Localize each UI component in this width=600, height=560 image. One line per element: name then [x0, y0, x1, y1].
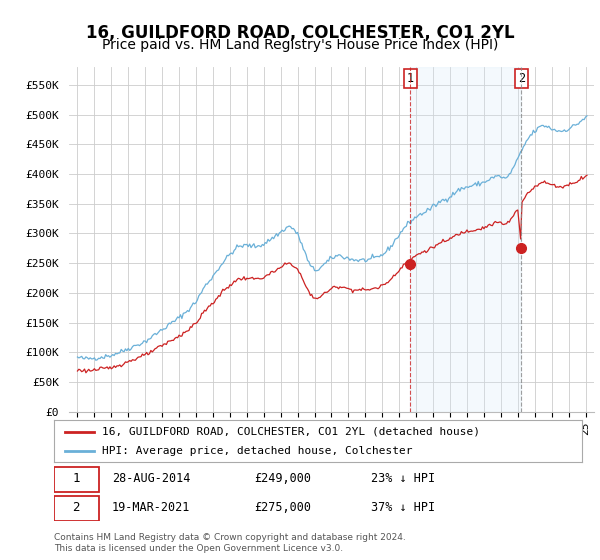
Text: 19-MAR-2021: 19-MAR-2021: [112, 501, 190, 515]
Text: 28-AUG-2014: 28-AUG-2014: [112, 472, 190, 486]
Text: Price paid vs. HM Land Registry's House Price Index (HPI): Price paid vs. HM Land Registry's House …: [102, 38, 498, 52]
Text: £275,000: £275,000: [254, 501, 311, 515]
Text: £249,000: £249,000: [254, 472, 311, 486]
Text: 1: 1: [73, 472, 80, 486]
Text: 1: 1: [407, 72, 414, 85]
Text: 16, GUILDFORD ROAD, COLCHESTER, CO1 2YL: 16, GUILDFORD ROAD, COLCHESTER, CO1 2YL: [86, 24, 514, 41]
FancyBboxPatch shape: [54, 496, 99, 521]
Text: 2: 2: [518, 72, 525, 85]
Bar: [410, 67, 521, 412]
Text: Contains HM Land Registry data © Crown copyright and database right 2024.
This d: Contains HM Land Registry data © Crown c…: [54, 533, 406, 553]
Text: 23% ↓ HPI: 23% ↓ HPI: [371, 472, 435, 486]
Text: 37% ↓ HPI: 37% ↓ HPI: [371, 501, 435, 515]
Text: 16, GUILDFORD ROAD, COLCHESTER, CO1 2YL (detached house): 16, GUILDFORD ROAD, COLCHESTER, CO1 2YL …: [101, 427, 479, 437]
Text: 2: 2: [73, 501, 80, 515]
Text: HPI: Average price, detached house, Colchester: HPI: Average price, detached house, Colc…: [101, 446, 412, 456]
FancyBboxPatch shape: [54, 467, 99, 492]
